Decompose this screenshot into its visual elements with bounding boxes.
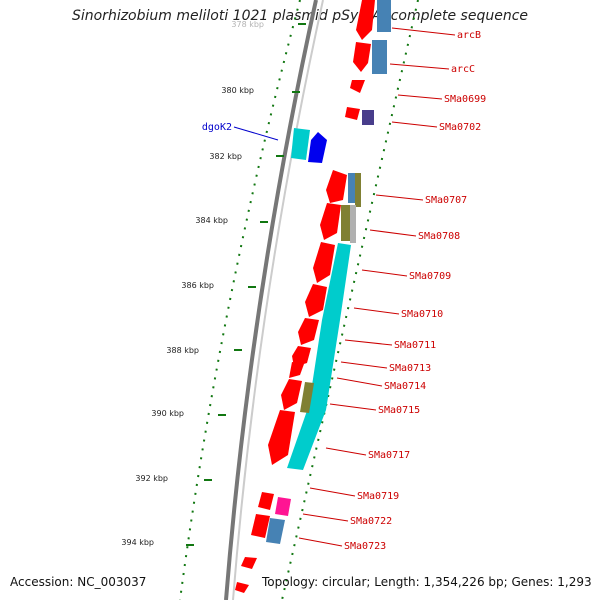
gene-leader-line [397, 94, 443, 100]
feature-track [235, 0, 391, 593]
gene-label-sma0722[interactable]: SMa0722 [350, 516, 392, 527]
cds-SMa0702[interactable] [345, 107, 360, 120]
gene-leader-line [389, 63, 450, 70]
cog-SMa0708-a[interactable] [341, 205, 350, 241]
gene-label-sma0699[interactable]: SMa0699 [444, 94, 486, 105]
gene-leader-line [353, 307, 400, 315]
cog-SMa0719[interactable] [275, 497, 291, 516]
tick-label: 386 kbp [181, 281, 214, 290]
cds-arcB[interactable] [356, 0, 375, 40]
cds-SMa0711[interactable] [298, 318, 319, 345]
cds-SMa0710[interactable] [305, 284, 327, 317]
tick-label: 380 kbp [221, 86, 254, 95]
gene-label-sma0711[interactable]: SMa0711 [394, 340, 436, 351]
gene-leader-line [329, 403, 377, 411]
gene-leader-line [309, 487, 356, 497]
cds-SMa0723[interactable] [241, 557, 257, 569]
tick-group: 378 kbp 380 kbp 382 kbp 384 kbp 386 kbp 388 k… [121, 20, 306, 547]
cds-last[interactable] [235, 582, 249, 593]
gene-label-sma0714[interactable]: SMa0714 [384, 381, 426, 392]
cog-SMa0702[interactable] [362, 110, 374, 125]
gene-label-sma0709[interactable]: SMa0709 [409, 271, 451, 282]
accession-text: Accession: NC_003037 [10, 575, 147, 589]
gene-label-group: arcB arcC SMa0699 SMa0702 dgoK2 SMa0707 SMa070… [202, 27, 486, 552]
gene-leader-line [233, 126, 279, 141]
gene-leader-line [340, 361, 388, 369]
gene-leader-line [375, 194, 424, 201]
gene-leader-line [302, 513, 349, 522]
tick-label: 390 kbp [151, 409, 184, 418]
cog-SMa0722[interactable] [266, 518, 285, 544]
gene-leader-line [325, 447, 367, 456]
gene-label-sma0713[interactable]: SMa0713 [389, 363, 431, 374]
tick-label: 384 kbp [195, 216, 228, 225]
cds-SMa0715[interactable] [281, 379, 302, 410]
topology-text: Topology: circular; Length: 1,354,226 bp… [262, 575, 592, 589]
gene-label-sma0707[interactable]: SMa0707 [425, 195, 467, 206]
cds-SMa0719[interactable] [258, 492, 274, 510]
gene-label-sma0715[interactable]: SMa0715 [378, 405, 420, 416]
cog-SMa0707-a[interactable] [348, 173, 355, 203]
gene-leader-line [336, 377, 383, 387]
gene-label-sma0719[interactable]: SMa0719 [357, 491, 399, 502]
tick-label: 378 kbp [231, 20, 264, 29]
gene-label-arcb[interactable]: arcB [457, 30, 481, 41]
cds-SMa0709[interactable] [313, 242, 335, 283]
gene-leader-line [344, 339, 393, 346]
gene-label-sma0708[interactable]: SMa0708 [418, 231, 460, 242]
cog-arcB[interactable] [377, 0, 391, 32]
gene-label-sma0710[interactable]: SMa0710 [401, 309, 443, 320]
outer-tick-ring [281, 0, 419, 600]
gene-leader-line [369, 229, 417, 237]
cds-SMa0707[interactable] [326, 170, 347, 203]
map-title: Sinorhizobium meliloti 1021 plasmid pSym… [71, 8, 529, 24]
gene-label-sma0702[interactable]: SMa0702 [439, 122, 481, 133]
tick-label: 392 kbp [135, 474, 168, 483]
gene-leader-line [391, 27, 456, 36]
gene-label-dgok2[interactable]: dgoK2 [202, 122, 232, 133]
cds-dgoK2-a[interactable] [291, 128, 310, 160]
gene-leader-line [298, 537, 343, 547]
cds-SMa0713[interactable] [292, 346, 311, 367]
gene-label-arcc[interactable]: arcC [451, 64, 475, 75]
cog-SMa0708-b[interactable] [350, 205, 356, 243]
cog-arcC[interactable] [372, 40, 387, 74]
cds-SMa0699[interactable] [350, 80, 365, 93]
gene-leader-line [391, 121, 438, 128]
tick-label: 394 kbp [121, 538, 154, 547]
cds-SMa0722[interactable] [251, 514, 270, 538]
cds-SMa0714[interactable] [289, 362, 304, 378]
gene-label-sma0723[interactable]: SMa0723 [344, 541, 386, 552]
cog-cyan-band[interactable] [287, 243, 351, 470]
cog-SMa0707-b[interactable] [355, 173, 361, 207]
backbone-inner [232, 0, 324, 600]
cds-SMa0717[interactable] [268, 410, 295, 465]
cds-SMa0708[interactable] [320, 203, 341, 240]
gene-label-sma0717[interactable]: SMa0717 [368, 450, 410, 461]
tick-label: 388 kbp [166, 346, 199, 355]
cds-dgoK2-b[interactable] [308, 132, 327, 163]
cog-olive-SMa0714[interactable] [300, 382, 314, 413]
cds-arcC[interactable] [353, 42, 371, 72]
backbone-outer [224, 0, 318, 600]
tick-label: 382 kbp [209, 152, 242, 161]
gene-leader-line [361, 269, 408, 277]
